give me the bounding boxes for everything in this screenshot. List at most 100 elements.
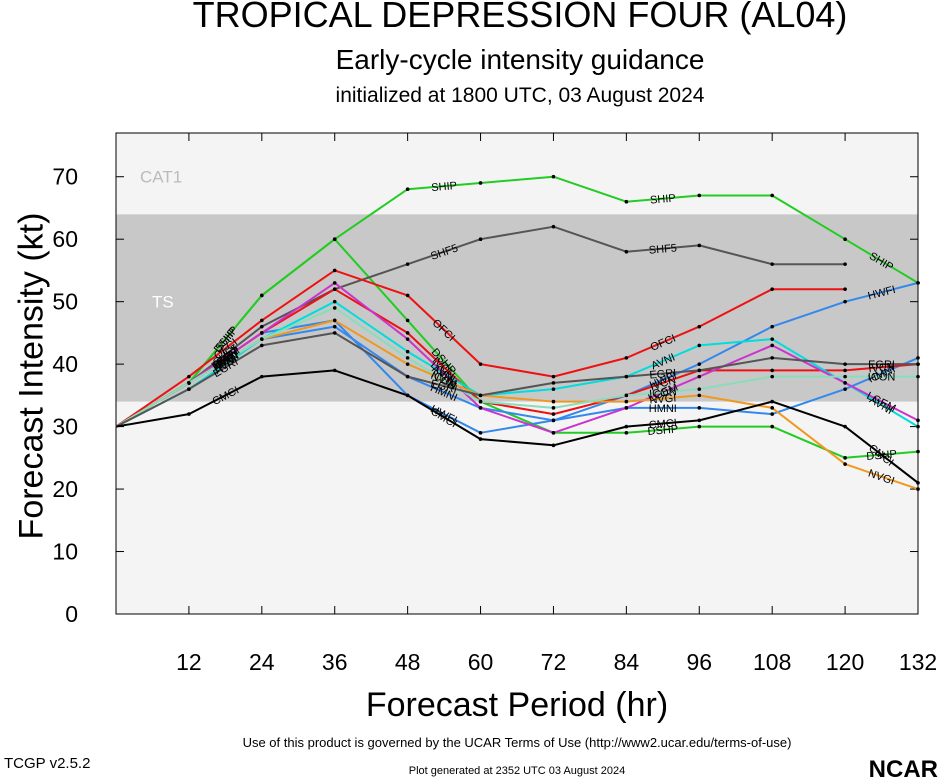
data-point-icon (332, 306, 337, 310)
series-label-ship: SHIP (431, 180, 458, 194)
y-tick-label: 60 (52, 226, 78, 252)
data-point-egri (260, 343, 264, 348)
data-point-icon (843, 374, 847, 379)
data-point-lgem (478, 406, 483, 410)
data-point-hmni (843, 387, 847, 391)
data-point-ofci (770, 287, 774, 291)
series-label-egri: EGRI (868, 359, 895, 371)
data-point-icon (916, 374, 920, 379)
data-point-avni (770, 337, 774, 341)
x-tick-label: 12 (176, 649, 202, 675)
data-point-dshp (405, 318, 410, 323)
data-point-dshp (624, 431, 629, 435)
version-label: TCGP v2.5.2 (4, 755, 91, 772)
data-point-lgem (551, 431, 556, 435)
data-point-nvgi (843, 462, 847, 466)
data-point-icon (478, 399, 483, 404)
data-point-cmci (551, 443, 556, 448)
data-point-nvgi (405, 362, 410, 366)
data-point-egri (332, 331, 337, 335)
data-point-dshp (260, 293, 264, 298)
data-point-dshp (916, 449, 920, 454)
data-point-ofci (624, 356, 629, 360)
chart-subtitle: Early-cycle intensity guidance (335, 44, 705, 75)
data-point-avni (551, 387, 556, 391)
generated-timestamp: Plot generated at 2352 UTC 03 August 202… (408, 765, 626, 777)
x-tick-label: 24 (249, 649, 275, 675)
data-point-ship (697, 193, 702, 198)
ncar-logo: NCAR (868, 756, 938, 783)
y-tick-label: 30 (52, 414, 78, 440)
chart-title: TROPICAL DEPRESSION FOUR (AL04) (192, 0, 848, 35)
series-label-egri: EGRI (649, 367, 677, 381)
series-label-ivcn: IVCN (868, 361, 895, 375)
data-point-nvgi (697, 393, 702, 398)
series-line-lgem (115, 281, 919, 434)
data-point-ship (405, 187, 410, 192)
data-point-cmci (260, 374, 264, 379)
y-tick-label: 50 (52, 289, 78, 315)
data-point-egri (624, 374, 629, 379)
series-line-cmci (115, 369, 919, 484)
data-point-ivcn (843, 368, 847, 373)
data-point-cmci (624, 424, 629, 429)
band-label-ts: TS (152, 293, 174, 312)
data-point-hmni (697, 406, 702, 410)
y-tick-label: 10 (52, 539, 78, 565)
data-point-icon (187, 381, 191, 385)
series-line-egri (115, 331, 918, 428)
series-label-icon: ICON (649, 386, 677, 400)
data-point-ofci (478, 362, 483, 366)
data-point-nvgi (770, 406, 774, 410)
data-point-cmci (187, 412, 191, 416)
data-point-icon (551, 406, 556, 410)
data-point-egri (770, 356, 774, 360)
data-point-hmni (916, 356, 920, 360)
data-point-lgem (260, 331, 264, 335)
data-point-cmci (843, 424, 847, 429)
data-point-egri (697, 368, 702, 373)
data-point-dshp (843, 456, 847, 460)
data-point-hwfi (697, 362, 702, 366)
series-label-shf5: SHF5 (648, 242, 677, 256)
y-tick-label: 20 (52, 476, 78, 502)
data-point-lgem (916, 418, 920, 423)
data-point-ship (843, 237, 847, 241)
y-tick-label: 0 (65, 601, 78, 627)
data-point-dshp (770, 424, 774, 429)
data-point-shf5 (551, 224, 556, 229)
data-point-icon (697, 387, 702, 391)
x-tick-label: 132 (899, 649, 937, 675)
series-label-icon: ICON (868, 372, 896, 384)
data-point-icon (405, 356, 410, 360)
data-point-hwfi (770, 324, 774, 329)
data-point-icon (770, 374, 774, 379)
data-point-ofci (260, 318, 264, 323)
data-point-cmci (916, 481, 920, 485)
data-point-shf5 (843, 262, 847, 266)
y-axis-label: Forecast Intensity (kt) (12, 212, 51, 540)
data-point-nvgi (551, 399, 556, 404)
series-label-dshp: DSHP (647, 423, 678, 438)
y-tick-label: 40 (52, 351, 78, 377)
data-point-lgem (405, 337, 410, 341)
data-point-nvgi (916, 487, 920, 491)
data-point-shf5 (260, 324, 264, 329)
series-label-dshp: DSHP (866, 448, 897, 463)
data-point-hwfi (916, 281, 920, 285)
data-point-dshp (332, 237, 337, 241)
data-point-icon (624, 393, 629, 398)
data-point-lgem (843, 381, 847, 385)
data-point-ivcn (551, 412, 556, 416)
x-tick-label: 84 (614, 649, 640, 675)
data-point-cmci (770, 399, 774, 404)
data-point-avni (697, 343, 702, 348)
data-point-ship (624, 199, 629, 204)
data-point-lgem (770, 343, 774, 348)
data-point-lgem (697, 374, 702, 379)
data-point-avni (332, 299, 337, 304)
data-point-shf5 (405, 262, 410, 266)
data-point-ivcn (332, 287, 337, 291)
data-point-hwfi (478, 431, 483, 435)
